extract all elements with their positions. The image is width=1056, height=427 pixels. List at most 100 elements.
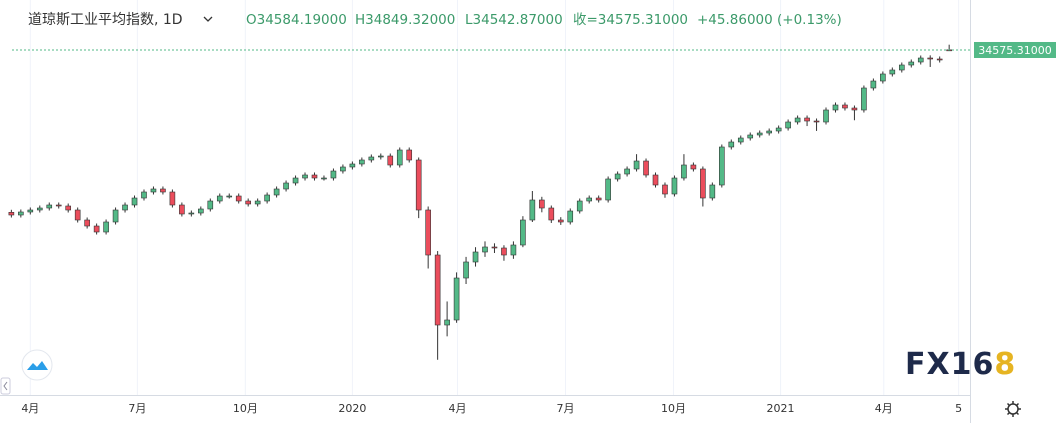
candle-body [27, 209, 34, 213]
candle-body [614, 173, 621, 180]
candle-body [55, 204, 62, 207]
candle-body [804, 117, 810, 122]
candle-body [406, 149, 413, 161]
candle-body [273, 188, 280, 196]
candle-body [728, 141, 735, 148]
last-price-label: 34575.31000 [978, 44, 1051, 57]
header-close: 收=34575.31000 [573, 12, 688, 28]
candle-body [235, 195, 242, 202]
candle-body [880, 73, 886, 82]
candle-body [700, 168, 706, 199]
candle-body [425, 209, 431, 256]
candle-body [586, 197, 592, 202]
candle-body [557, 219, 564, 223]
candle-body [861, 87, 867, 111]
candle-body [160, 188, 166, 193]
x-tick-label: 10月 [661, 402, 686, 415]
x-tick-label: 4月 [875, 402, 893, 415]
candle-body [737, 137, 744, 143]
candle-body [898, 64, 905, 71]
candle-body [520, 219, 526, 246]
candle-body [302, 174, 308, 179]
candle-body [595, 197, 602, 201]
candle-body [216, 195, 223, 202]
candle-body [141, 191, 147, 199]
candle-body [311, 174, 318, 179]
last-price-box [974, 41, 1056, 58]
candle-body [198, 208, 204, 214]
candle-body [766, 130, 772, 134]
candle-body [529, 199, 536, 221]
x-tick-label: 2020 [338, 402, 366, 415]
candle-body [510, 244, 517, 256]
candle-body [396, 149, 403, 166]
candle-body [482, 246, 488, 253]
grid [29, 0, 960, 395]
candle-body [917, 57, 924, 63]
candle-body [491, 246, 498, 249]
candle-body [8, 212, 15, 216]
candle-body [18, 211, 24, 216]
candle-body [671, 177, 678, 195]
scroll-handle[interactable] [0, 377, 11, 395]
candle-body [756, 132, 763, 136]
candle-body [908, 61, 915, 66]
candle-body [188, 212, 195, 215]
candle-body [889, 69, 896, 75]
candle-body [36, 207, 43, 211]
candle-body [832, 104, 839, 111]
x-tick-label: 10月 [233, 402, 258, 415]
x-tick-label: 7月 [128, 402, 146, 415]
candle-body [46, 204, 53, 209]
candle-body [719, 146, 725, 186]
candle-body [548, 207, 555, 221]
candle-body [936, 58, 943, 61]
candle-body [254, 200, 261, 205]
candle-body [292, 177, 299, 184]
candle-body [122, 204, 128, 211]
candle-body [624, 168, 630, 175]
candles [8, 44, 952, 360]
candle-body [387, 155, 394, 166]
x-tick-label: 5 [955, 402, 962, 415]
candle-body [794, 117, 801, 123]
dropdown-chevron[interactable] [203, 16, 213, 22]
candle-body [842, 104, 848, 109]
header-change: +45.86000 (+0.13%) [697, 12, 842, 28]
candle-body [226, 195, 233, 198]
chart-title: 道琼斯工业平均指数, 1D [28, 12, 183, 28]
cloud-icon [27, 361, 48, 370]
candle-body [444, 319, 450, 326]
candle-body [851, 107, 858, 111]
candle-body [103, 221, 109, 233]
candle-body [359, 159, 365, 165]
candle-body [870, 80, 877, 89]
candle-body [463, 261, 469, 279]
header-low: L34542.87000 [465, 12, 563, 28]
candle-body [150, 188, 157, 193]
candle-body [605, 178, 611, 201]
candle-body [643, 160, 649, 176]
candle-body [434, 254, 441, 326]
candle-body [823, 109, 829, 123]
candle-body [775, 127, 782, 132]
candle-body [576, 200, 583, 212]
candle-body [633, 160, 640, 170]
logo-accent: 8 [994, 347, 1016, 382]
candle-body [283, 182, 289, 190]
candle-body [690, 164, 697, 170]
scroll-arrow [3, 381, 8, 391]
candle-body [662, 184, 668, 195]
candle-body [131, 197, 138, 206]
logo-text: FX16 [905, 347, 994, 382]
candle-body [74, 209, 81, 221]
cloud-button[interactable] [21, 349, 53, 381]
candle-body [349, 163, 356, 168]
candle-body [264, 194, 270, 202]
candle-body [539, 199, 545, 209]
settings-gear[interactable] [1005, 401, 1021, 417]
candle-body [567, 210, 574, 223]
candle-body [321, 177, 327, 180]
candle-body [472, 251, 479, 263]
candle-body [207, 200, 214, 210]
